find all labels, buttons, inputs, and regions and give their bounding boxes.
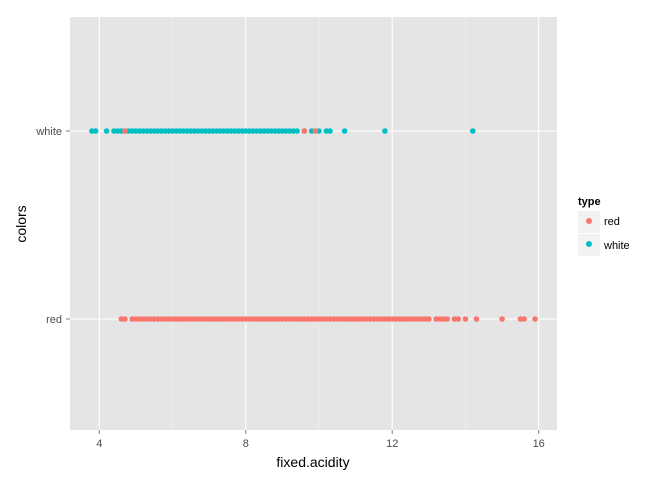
point-red — [312, 128, 319, 134]
point-red — [455, 316, 461, 322]
legend-swatch-red — [586, 218, 592, 224]
x-tick-label: 16 — [533, 438, 545, 450]
point-red — [122, 128, 128, 134]
y-axis-title: colors — [13, 205, 29, 242]
legend-label-red: red — [604, 216, 620, 228]
point-red — [473, 316, 480, 322]
point-white — [469, 128, 476, 134]
point-white — [341, 128, 348, 134]
point-red — [301, 128, 308, 134]
point-red — [499, 316, 505, 322]
point-white — [294, 128, 300, 134]
minor-gridlines — [172, 17, 466, 430]
panel-background — [70, 17, 557, 430]
y-tick-label: white — [35, 126, 62, 138]
point-white — [327, 128, 333, 134]
point-red — [462, 316, 469, 322]
point-red — [122, 316, 128, 322]
x-tick-label: 8 — [243, 438, 249, 450]
point-red — [444, 316, 450, 322]
legend-label-white: white — [603, 240, 630, 252]
legend-title: type — [578, 196, 601, 208]
legend-item-white: white — [578, 234, 630, 256]
point-white — [382, 128, 388, 134]
point-white — [92, 128, 99, 134]
point-red — [426, 316, 432, 322]
data-points — [89, 128, 538, 322]
point-red — [532, 316, 538, 322]
y-tick-label: red — [46, 314, 62, 326]
legend-item-red: red — [578, 211, 620, 233]
y-axis-ticks: red white — [35, 126, 70, 326]
x-axis-title: fixed.acidity — [276, 454, 349, 470]
legend-swatch-white — [586, 241, 592, 247]
point-white — [103, 128, 110, 134]
point-red — [521, 316, 527, 322]
x-tick-label: 12 — [386, 438, 398, 450]
x-axis-ticks: 4 8 12 16 — [96, 430, 545, 450]
legend: type red white — [578, 196, 630, 256]
x-tick-label: 4 — [96, 438, 102, 450]
